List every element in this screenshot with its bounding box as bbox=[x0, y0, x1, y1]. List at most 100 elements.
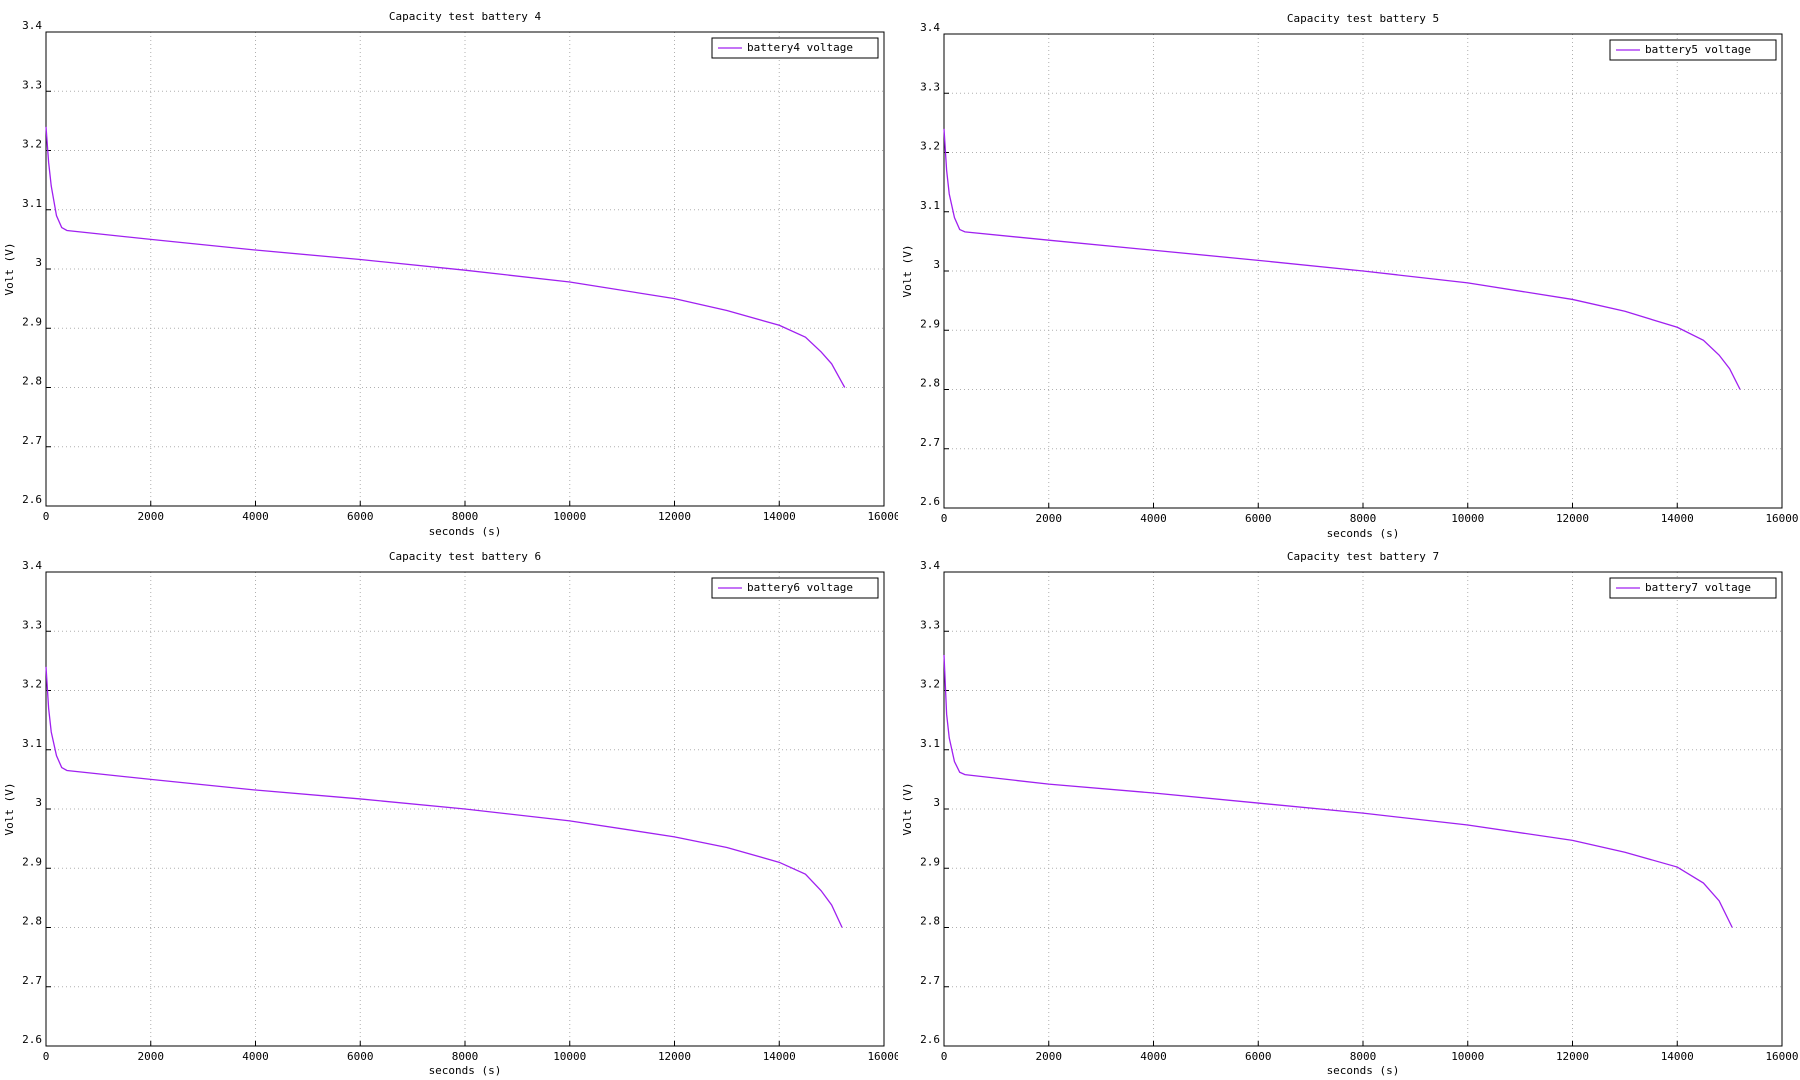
y-tick-label: 3.3 bbox=[920, 618, 940, 631]
y-tick-label: 2.7 bbox=[22, 974, 42, 987]
y-tick-label: 2.6 bbox=[22, 493, 42, 506]
legend-box bbox=[1609, 577, 1777, 599]
x-tick-label: 10000 bbox=[553, 510, 586, 523]
x-axis-label: seconds (s) bbox=[429, 1064, 502, 1077]
x-axis-label: seconds (s) bbox=[429, 525, 502, 538]
y-tick-label: 3.2 bbox=[22, 678, 42, 691]
x-tick-label: 2000 bbox=[1036, 1050, 1063, 1063]
y-tick-label: 3.1 bbox=[22, 197, 42, 210]
x-tick-label: 10000 bbox=[1451, 512, 1484, 525]
x-tick-label: 14000 bbox=[763, 1050, 796, 1063]
y-tick-label: 3.1 bbox=[920, 737, 940, 750]
y-tick-label: 3 bbox=[933, 796, 940, 809]
chart-title: Capacity test battery 4 bbox=[389, 10, 542, 23]
x-tick-label: 4000 bbox=[1140, 512, 1167, 525]
y-tick-label: 2.7 bbox=[920, 436, 940, 449]
subplot: Capacity test battery 6 seconds (s) Volt (… bbox=[3, 550, 900, 1077]
data-line bbox=[45, 666, 843, 928]
x-tick-label: 6000 bbox=[1245, 512, 1272, 525]
x-tick-label: 8000 bbox=[1350, 1050, 1377, 1063]
x-tick-label: 6000 bbox=[347, 1050, 374, 1063]
y-tick-label: 3 bbox=[933, 258, 940, 271]
x-tick-label: 12000 bbox=[658, 510, 691, 523]
x-tick-label: 14000 bbox=[1661, 1050, 1694, 1063]
y-tick-label: 3.2 bbox=[22, 138, 42, 151]
y-axis-label: Volt (V) bbox=[3, 783, 16, 836]
y-tick-label: 2.8 bbox=[920, 377, 940, 390]
legend-label: battery6 voltage bbox=[747, 581, 853, 594]
y-tick-label: 3.4 bbox=[920, 559, 940, 572]
x-tick-label: 16000 bbox=[867, 510, 900, 523]
data-line bbox=[45, 126, 846, 388]
legend-box bbox=[711, 37, 879, 59]
subplot: Capacity test battery 7 seconds (s) Volt (… bbox=[901, 550, 1799, 1077]
subplot: Capacity test battery 4 seconds (s) Volt (… bbox=[3, 10, 900, 538]
x-tick-label: 12000 bbox=[1556, 1050, 1589, 1063]
legend-box bbox=[1609, 39, 1777, 61]
x-tick-label: 16000 bbox=[1765, 512, 1798, 525]
legend-label: battery4 voltage bbox=[747, 41, 853, 54]
legend-box bbox=[711, 577, 879, 599]
data-line bbox=[943, 128, 1741, 390]
x-tick-label: 4000 bbox=[1140, 1050, 1167, 1063]
x-tick-label: 8000 bbox=[452, 1050, 479, 1063]
plot-frame bbox=[45, 571, 885, 1047]
y-tick-label: 3 bbox=[35, 256, 42, 269]
plot-frame bbox=[943, 571, 1783, 1047]
y-tick-label: 2.7 bbox=[920, 974, 940, 987]
y-tick-label: 2.8 bbox=[22, 375, 42, 388]
chart-title: Capacity test battery 6 bbox=[389, 550, 541, 563]
y-axis-label: Volt (V) bbox=[3, 243, 16, 296]
x-tick-label: 10000 bbox=[553, 1050, 586, 1063]
x-tick-label: 12000 bbox=[658, 1050, 691, 1063]
y-tick-label: 3.3 bbox=[920, 80, 940, 93]
x-tick-label: 14000 bbox=[763, 510, 796, 523]
y-tick-label: 2.8 bbox=[920, 915, 940, 928]
subplot: Capacity test battery 5 seconds (s) Volt (… bbox=[901, 12, 1799, 540]
legend-label: battery5 voltage bbox=[1645, 43, 1751, 56]
x-tick-label: 0 bbox=[941, 512, 948, 525]
y-tick-label: 2.9 bbox=[22, 855, 42, 868]
x-tick-label: 0 bbox=[43, 510, 50, 523]
x-tick-label: 16000 bbox=[1765, 1050, 1798, 1063]
x-tick-label: 6000 bbox=[347, 510, 374, 523]
x-tick-label: 10000 bbox=[1451, 1050, 1484, 1063]
plot-frame bbox=[45, 31, 885, 507]
y-tick-label: 3.2 bbox=[920, 140, 940, 153]
x-tick-label: 4000 bbox=[242, 510, 269, 523]
data-line bbox=[943, 654, 1733, 928]
chart-title: Capacity test battery 7 bbox=[1287, 550, 1439, 563]
y-tick-label: 2.9 bbox=[920, 317, 940, 330]
y-tick-label: 3.4 bbox=[22, 19, 42, 32]
x-tick-label: 8000 bbox=[1350, 512, 1377, 525]
y-tick-label: 3.1 bbox=[22, 737, 42, 750]
chart-title: Capacity test battery 5 bbox=[1287, 12, 1439, 25]
legend-label: battery7 voltage bbox=[1645, 581, 1751, 594]
plot-frame bbox=[943, 33, 1783, 509]
y-axis-label: Volt (V) bbox=[901, 245, 914, 298]
x-tick-label: 0 bbox=[43, 1050, 50, 1063]
y-tick-label: 2.6 bbox=[22, 1033, 42, 1046]
y-tick-label: 3.4 bbox=[920, 21, 940, 34]
y-tick-label: 3.3 bbox=[22, 618, 42, 631]
y-tick-label: 2.9 bbox=[22, 315, 42, 328]
x-tick-label: 0 bbox=[941, 1050, 948, 1063]
x-tick-label: 12000 bbox=[1556, 512, 1589, 525]
x-tick-label: 16000 bbox=[867, 1050, 900, 1063]
x-tick-label: 8000 bbox=[452, 510, 479, 523]
y-tick-label: 3 bbox=[35, 796, 42, 809]
x-axis-label: seconds (s) bbox=[1327, 1064, 1400, 1077]
x-tick-label: 2000 bbox=[138, 510, 165, 523]
x-tick-label: 6000 bbox=[1245, 1050, 1272, 1063]
y-tick-label: 2.6 bbox=[920, 1033, 940, 1046]
x-axis-label: seconds (s) bbox=[1327, 527, 1400, 540]
y-tick-label: 2.9 bbox=[920, 855, 940, 868]
y-tick-label: 3.4 bbox=[22, 559, 42, 572]
x-tick-label: 2000 bbox=[1036, 512, 1063, 525]
y-tick-label: 2.8 bbox=[22, 915, 42, 928]
y-tick-label: 2.7 bbox=[22, 434, 42, 447]
y-tick-label: 3.1 bbox=[920, 199, 940, 212]
y-axis-label: Volt (V) bbox=[901, 783, 914, 836]
y-tick-label: 3.3 bbox=[22, 78, 42, 91]
